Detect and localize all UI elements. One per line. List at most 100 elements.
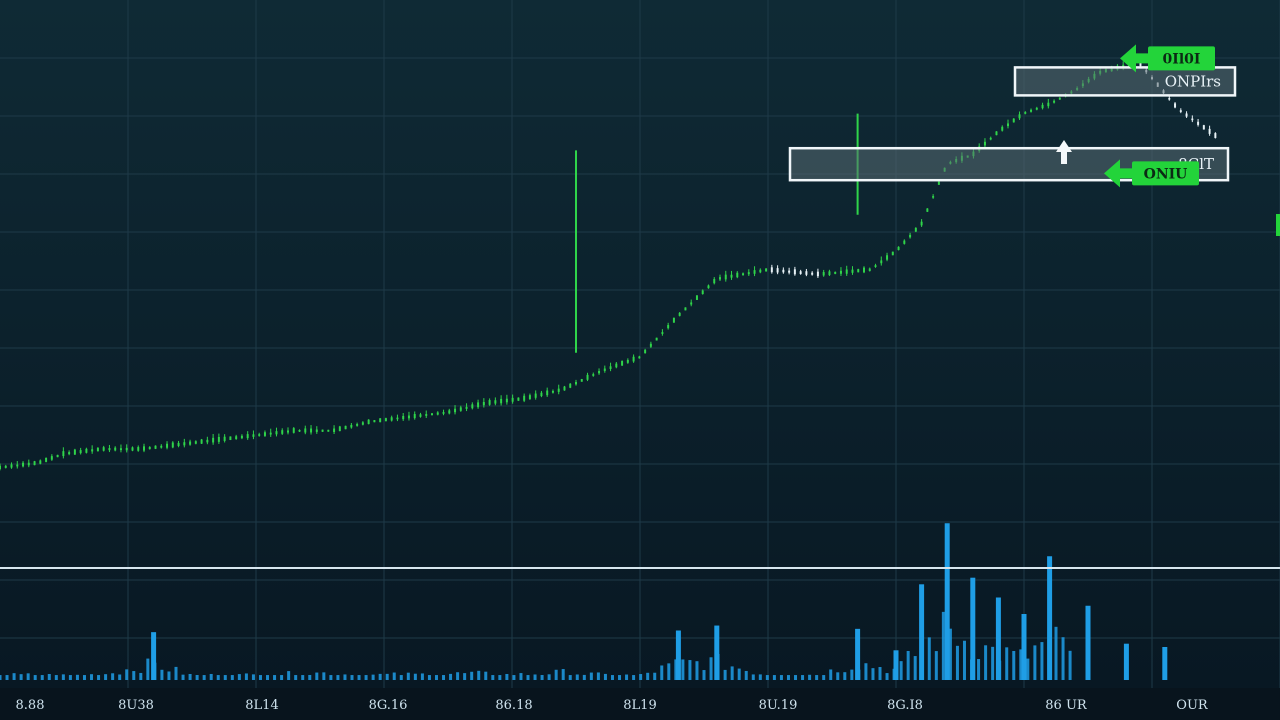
volume-bar [1033, 645, 1037, 680]
volume-bar [526, 675, 530, 680]
volume-bar [822, 675, 826, 680]
price-candle [1001, 126, 1004, 131]
price-candle [206, 439, 209, 443]
price-level-box-frame [1013, 66, 1237, 97]
price-candle [937, 181, 940, 185]
volume-bar [61, 674, 65, 680]
price-candle [131, 447, 134, 451]
price-candle [62, 451, 65, 457]
volume-bar [871, 668, 875, 680]
volume-bar [561, 669, 565, 680]
price-candle [327, 429, 330, 432]
price-candle [73, 449, 76, 455]
volume-bar [540, 675, 544, 680]
volume-bar [1068, 650, 1072, 680]
price-candle [287, 430, 289, 433]
volume-bar [1123, 643, 1129, 680]
volume-bar [75, 674, 79, 680]
volume-bar [434, 675, 438, 680]
price-candle [678, 312, 681, 316]
grid-lines [0, 0, 1280, 690]
price-candle [626, 360, 629, 363]
volume-bar [266, 675, 270, 680]
price-candle [534, 393, 537, 398]
volume-bar [864, 663, 868, 680]
price-candle [298, 429, 301, 432]
price-badge: 0Il0I [1120, 44, 1215, 73]
volume-bar [216, 675, 220, 680]
volume-bar [456, 672, 460, 680]
price-candle [465, 406, 468, 409]
price-candle [263, 432, 266, 436]
volume-bar [618, 675, 622, 680]
price-candle [10, 464, 13, 468]
volume-bar [955, 645, 959, 680]
price-candle [805, 271, 808, 275]
price-candle [275, 431, 278, 435]
volume-bar [639, 674, 643, 680]
volume-bar [54, 675, 58, 680]
volume-bar [934, 651, 938, 680]
volume-bar [40, 675, 44, 680]
price-candle [1012, 118, 1015, 123]
price-candle [114, 447, 117, 451]
price-candle [828, 271, 831, 276]
price-candle [454, 408, 457, 413]
volume-bar [779, 675, 783, 680]
x-tick-label: 8G.16 [369, 698, 408, 713]
price-candle [1168, 98, 1171, 100]
volume-bar [378, 673, 382, 680]
x-axis-band [0, 688, 1280, 720]
volume-bar [941, 611, 945, 680]
volume-bar [843, 672, 847, 680]
volume-bar [995, 597, 1001, 680]
volume-bar [1162, 647, 1168, 680]
price-candle [189, 441, 192, 445]
price-candle [776, 268, 779, 273]
price-candle [551, 390, 554, 393]
price-candle [621, 361, 624, 366]
price-candle [304, 428, 307, 433]
volume-bar [885, 673, 889, 680]
price-candle [39, 460, 42, 464]
volume-bar [610, 675, 614, 680]
volume-bar [829, 669, 833, 680]
volume-bar [681, 659, 685, 680]
price-candle [649, 343, 652, 347]
price-candle [108, 448, 111, 451]
price-candle [477, 402, 480, 408]
volume-bar [195, 675, 199, 680]
price-candle [1197, 121, 1200, 125]
price-candle [183, 442, 186, 446]
price-badge-fill [1148, 46, 1215, 71]
price-candle [96, 447, 99, 452]
price-candle [212, 437, 215, 443]
up-arrow-icon [1056, 140, 1072, 164]
price-candle [903, 240, 906, 244]
volume-bar [1005, 647, 1009, 680]
price-candle [747, 272, 750, 275]
price-candle [350, 424, 353, 428]
price-candle [194, 441, 197, 444]
volume-bar [329, 675, 333, 680]
volume-bar [68, 675, 72, 680]
price-candle [223, 436, 226, 441]
volume-bar [575, 674, 579, 680]
price-candle [344, 425, 347, 430]
price-level-label: ONPIrs [1165, 72, 1221, 90]
volume-bar [0, 675, 2, 680]
price-candle [753, 270, 756, 274]
volume-bar [758, 674, 762, 680]
price-candle [200, 439, 203, 444]
price-candle [85, 448, 88, 453]
volume-bar [850, 669, 854, 680]
price-candle [868, 268, 871, 271]
price-candle [27, 462, 30, 466]
price-candle [1191, 118, 1194, 121]
price-candle [22, 462, 25, 467]
price-candle [1174, 103, 1177, 108]
volume-bar [603, 673, 607, 680]
volume-bar [674, 659, 678, 680]
